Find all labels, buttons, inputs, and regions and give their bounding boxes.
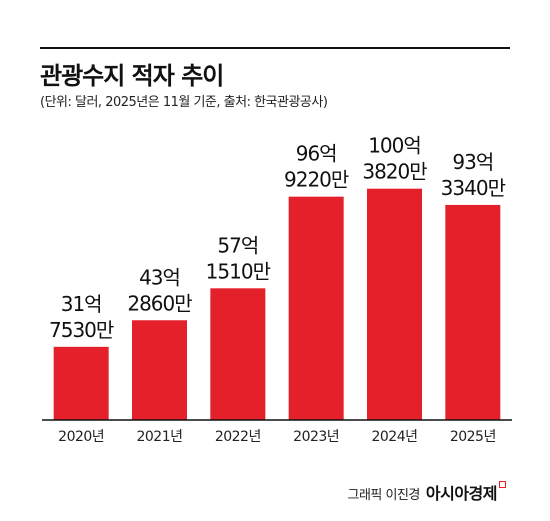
data-label: 57억 [217, 233, 258, 257]
bar-2020년 [53, 346, 109, 420]
data-label: 1510만 [206, 259, 271, 283]
data-label: 93억 [452, 150, 493, 174]
top-rule [40, 47, 510, 49]
data-label: 9220만 [284, 168, 349, 192]
x-tick-label: 2024년 [371, 429, 417, 445]
bar-2022년 [210, 288, 266, 420]
chart-subtitle: (단위: 달러, 2025년은 11월 기준, 출처: 한국관광공사) [40, 95, 328, 110]
x-tick-label: 2020년 [58, 429, 104, 445]
x-tick-label: 2022년 [215, 429, 261, 445]
x-tick-label: 2025년 [450, 429, 496, 445]
chart-title: 관광수지 적자 추이 [40, 62, 224, 90]
x-tick-label: 2021년 [136, 429, 182, 445]
data-label: 31억 [61, 292, 102, 316]
bar-2021년 [132, 320, 187, 420]
data-label: 2860만 [127, 291, 192, 315]
data-label: 100억 [368, 134, 421, 158]
data-label: 3340만 [441, 176, 506, 200]
data-label: 3820만 [362, 160, 427, 184]
bar-2023년 [288, 196, 344, 420]
data-label: 43억 [139, 265, 180, 289]
publisher-logo: 아시아경제 [425, 484, 498, 503]
bar-2025년 [445, 204, 501, 420]
data-label: 7530만 [49, 318, 114, 342]
x-tick-label: 2023년 [293, 429, 339, 445]
graphic-credit: 그래픽 이진경 [347, 488, 420, 503]
logo-mark-icon [499, 481, 506, 488]
bar-2024년 [367, 188, 422, 420]
data-label: 96억 [296, 142, 337, 166]
credit: 그래픽 이진경 아시아경제 [347, 480, 506, 504]
